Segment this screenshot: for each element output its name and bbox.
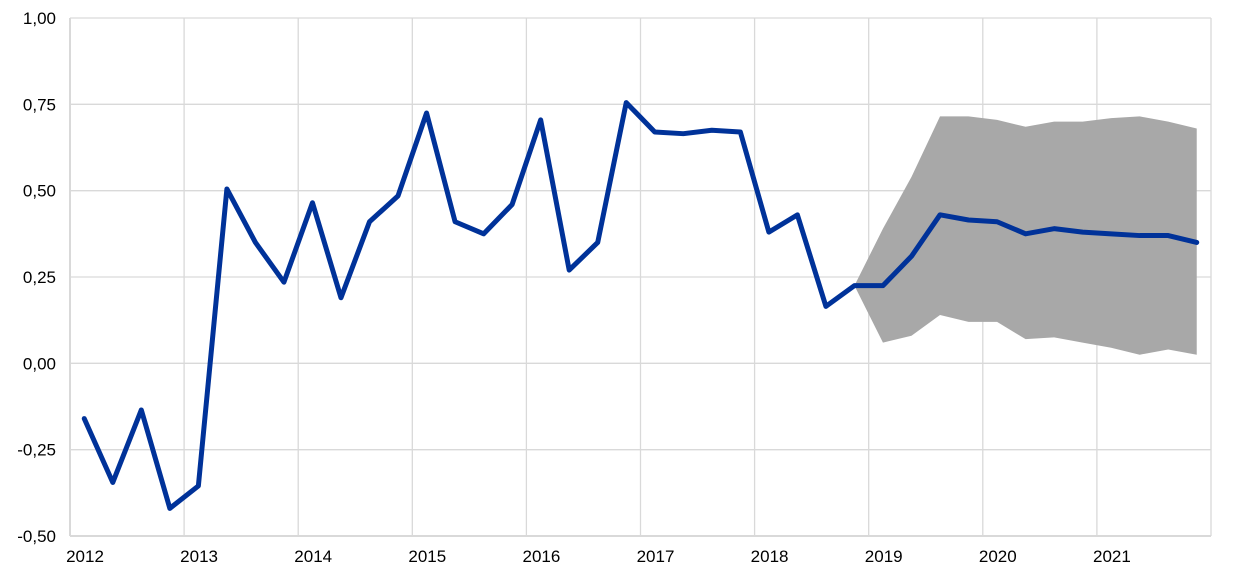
x-tick-label: 2021 xyxy=(1093,547,1131,566)
y-tick-label: 0,50 xyxy=(23,182,56,201)
y-tick-label: -0,50 xyxy=(17,527,56,546)
x-tick-label: 2014 xyxy=(294,547,332,566)
y-tick-label: 0,00 xyxy=(23,354,56,373)
y-axis-labels: -0,50 -0,25 0,00 0,25 0,50 0,75 1,00 xyxy=(17,9,56,546)
y-tick-label: 1,00 xyxy=(23,9,56,28)
y-tick-label: 0,75 xyxy=(23,95,56,114)
x-tick-label: 2013 xyxy=(180,547,218,566)
x-tick-label: 2012 xyxy=(66,547,104,566)
y-tick-label: -0,25 xyxy=(17,441,56,460)
x-axis-labels: 2012 2013 2014 2015 2016 2017 2018 2019 2020 2021 xyxy=(66,547,1131,566)
x-tick-label: 2017 xyxy=(637,547,675,566)
x-tick-label: 2015 xyxy=(408,547,446,566)
x-tick-label: 2016 xyxy=(522,547,560,566)
x-tick-label: 2018 xyxy=(751,547,789,566)
y-tick-label: 0,25 xyxy=(23,268,56,287)
x-tick-label: 2019 xyxy=(865,547,903,566)
x-tick-label: 2020 xyxy=(979,547,1017,566)
